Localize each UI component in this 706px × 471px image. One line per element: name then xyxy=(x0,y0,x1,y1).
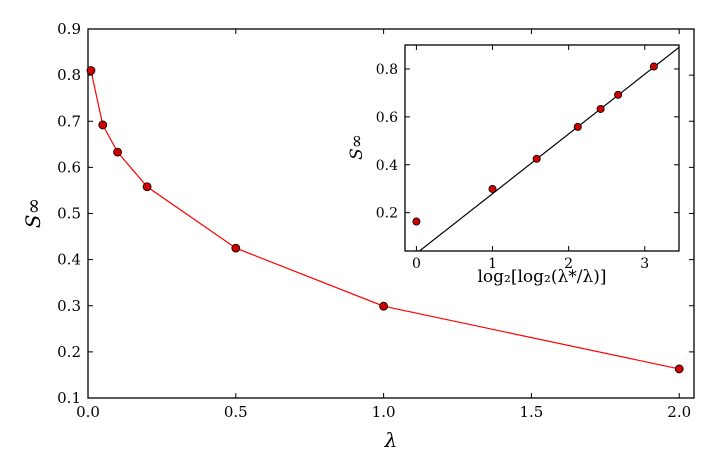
main-xlabel: λ xyxy=(384,428,398,452)
inset-ytick-label: 0.6 xyxy=(376,110,398,126)
inset-fit-line xyxy=(418,46,679,251)
main-data-point xyxy=(142,182,152,192)
main-xtick-label: 0.5 xyxy=(224,403,248,421)
inset-xtick-label: 3 xyxy=(640,256,649,272)
main-data-point xyxy=(674,364,684,374)
main-data-point xyxy=(113,147,122,157)
inset-xtick-label: 0 xyxy=(412,256,421,272)
inset-ticks: 0 1 2 3 0.2 0.4 0.6 0.8 xyxy=(376,45,679,272)
main-data-point xyxy=(98,120,108,130)
main-data-point xyxy=(379,301,389,311)
inset-axes-frame xyxy=(404,44,680,252)
main-ytick-label: 0.5 xyxy=(57,205,81,223)
inset-ytick-label: 0.2 xyxy=(376,206,398,222)
main-ytick-label: 0.2 xyxy=(57,343,81,361)
main-data-point xyxy=(231,243,241,253)
main-xtick-label: 2.0 xyxy=(667,403,691,421)
inset-xtick-label: 2 xyxy=(564,256,573,272)
inset-xlabel: log₂[log₂(λ*/λ)] xyxy=(477,267,606,287)
main-xtick-label: 0.0 xyxy=(76,403,100,421)
main-ytick-label: 0.4 xyxy=(57,251,81,269)
inset-data-point xyxy=(649,62,658,71)
inset-data-point xyxy=(614,90,623,99)
inset-series xyxy=(412,46,679,251)
inset-data-point xyxy=(573,122,582,131)
main-ylabel: S∞ xyxy=(21,198,45,228)
main-ytick-label: 0.6 xyxy=(57,158,81,176)
main-xtick-label: 1.0 xyxy=(372,403,396,421)
main-series xyxy=(86,66,684,374)
main-ytick-label: 0.7 xyxy=(57,112,81,130)
inset-ytick-label: 0.8 xyxy=(376,62,398,78)
main-data-point xyxy=(86,66,96,75)
main-ytick-label: 0.1 xyxy=(57,389,81,407)
inset-data-point xyxy=(488,184,497,193)
inset-data-point xyxy=(412,217,421,226)
main-ytick-label: 0.3 xyxy=(57,297,81,315)
inset-ylabel: S∞ xyxy=(347,134,367,160)
main-ticks: 0.0 0.5 1.0 1.5 2.00.10.20.30.40.50.60.70.80… xyxy=(57,20,694,421)
main-xtick-label: 1.5 xyxy=(519,403,543,421)
inset-xtick-label: 1 xyxy=(488,256,497,272)
inset-data-point xyxy=(532,154,541,163)
inset-data-point xyxy=(596,104,605,113)
inset-ytick-label: 0.4 xyxy=(376,158,398,174)
main-ytick-label: 0.8 xyxy=(57,66,81,84)
main-ytick-label: 0.9 xyxy=(57,20,81,38)
